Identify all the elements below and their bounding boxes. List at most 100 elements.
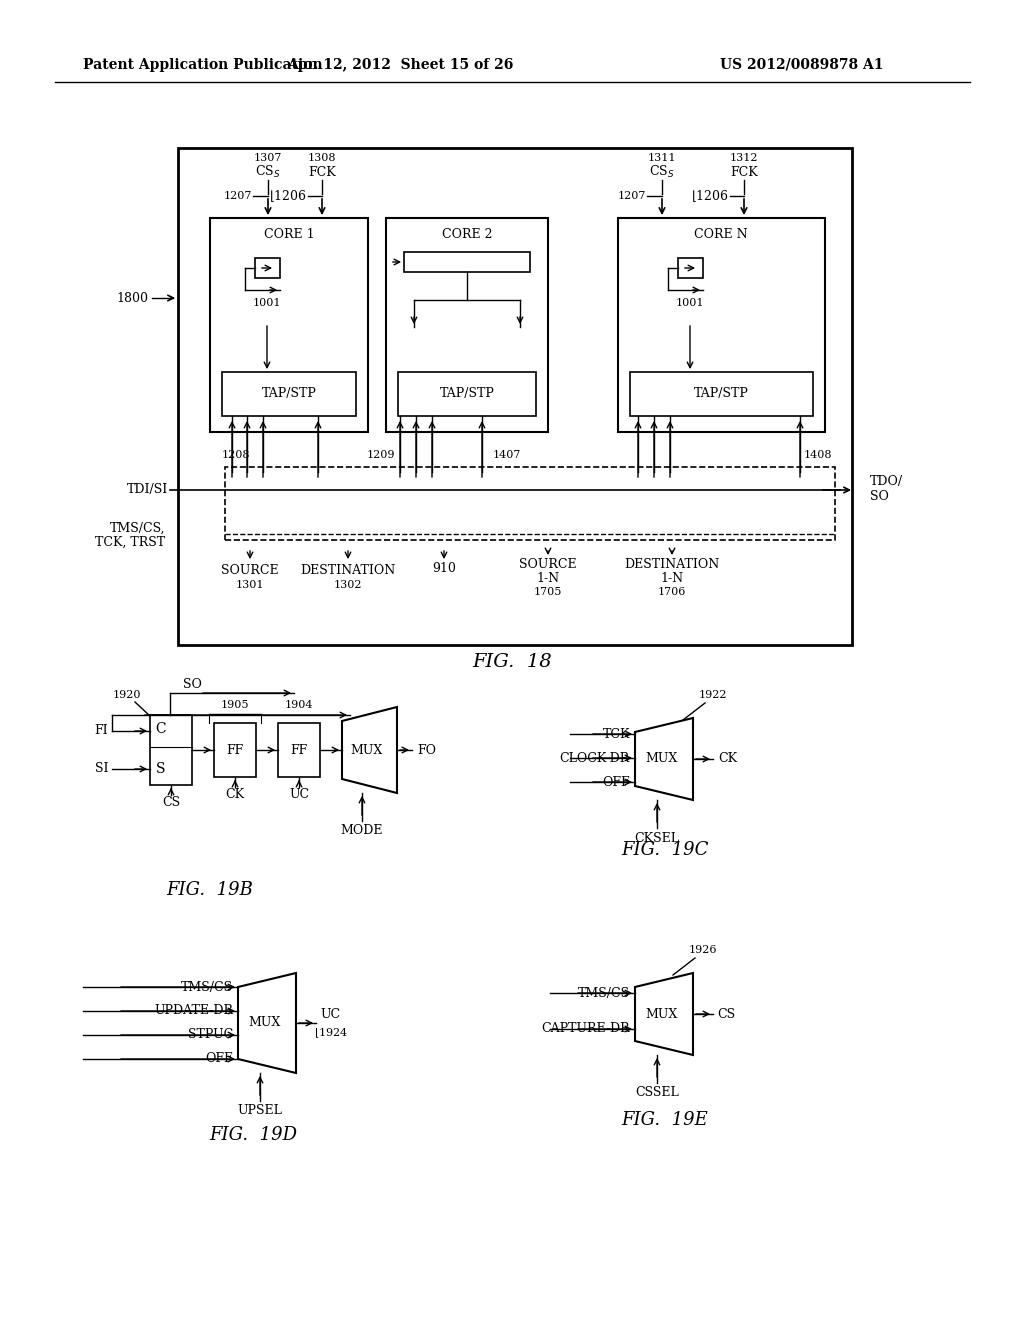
Text: 1705: 1705 (534, 587, 562, 597)
Bar (618, 218, 825, 432)
Text: 1905: 1905 (221, 700, 249, 710)
Text: FF: FF (226, 743, 244, 756)
Text: FCK: FCK (730, 165, 758, 178)
Text: FIG.  19C: FIG. 19C (622, 841, 709, 859)
Bar (398, 372, 536, 416)
Text: MUX: MUX (645, 752, 677, 766)
Text: SOURCE: SOURCE (221, 564, 279, 577)
Bar (255, 257, 280, 279)
Text: 1706: 1706 (657, 587, 686, 597)
Text: CKSEL: CKSEL (635, 832, 680, 845)
Text: CS: CS (717, 1007, 735, 1020)
Bar (278, 723, 319, 777)
Text: C: C (156, 722, 166, 737)
Bar (386, 218, 548, 432)
Text: CLOCK-DR: CLOCK-DR (560, 751, 630, 764)
Text: 1311: 1311 (648, 153, 676, 162)
Text: 1301: 1301 (236, 579, 264, 590)
Text: TMS/CS,: TMS/CS, (110, 521, 165, 535)
Text: 1-N: 1-N (660, 572, 684, 585)
Text: CS: CS (162, 796, 180, 809)
Text: TCK: TCK (602, 727, 630, 741)
Text: S: S (157, 762, 166, 776)
Bar (225, 467, 835, 540)
Text: CORE N: CORE N (694, 227, 748, 240)
Text: 1302: 1302 (334, 579, 362, 590)
Text: 1307: 1307 (254, 153, 283, 162)
Text: FIG.  18: FIG. 18 (472, 653, 552, 671)
Polygon shape (635, 973, 693, 1055)
Text: SI: SI (94, 763, 108, 776)
Text: 1209: 1209 (367, 450, 395, 459)
Text: OFF: OFF (602, 776, 630, 788)
Text: UPSEL: UPSEL (238, 1105, 283, 1118)
Text: DESTINATION: DESTINATION (625, 558, 720, 572)
Text: FIG.  19D: FIG. 19D (209, 1126, 297, 1144)
Text: $\lfloor$1206: $\lfloor$1206 (691, 187, 729, 203)
Text: 1800: 1800 (116, 292, 148, 305)
Text: MUX: MUX (350, 743, 382, 756)
Text: UC: UC (319, 1008, 340, 1022)
Text: 910: 910 (432, 561, 456, 574)
Text: TAP/STP: TAP/STP (261, 388, 316, 400)
Text: MODE: MODE (341, 825, 383, 837)
Text: Patent Application Publication: Patent Application Publication (83, 58, 323, 73)
Text: 1207: 1207 (223, 191, 252, 201)
Text: CS$_S$: CS$_S$ (255, 164, 281, 180)
Text: STPUC: STPUC (187, 1028, 233, 1041)
Text: TAP/STP: TAP/STP (439, 388, 495, 400)
Bar (210, 218, 368, 432)
Text: 1408: 1408 (804, 450, 833, 459)
Text: FF: FF (291, 743, 307, 756)
Text: CK: CK (225, 788, 245, 801)
Text: UPDATE-DR: UPDATE-DR (154, 1005, 233, 1018)
Text: TCK, TRST: TCK, TRST (95, 536, 165, 549)
Text: SO: SO (182, 678, 202, 692)
Text: 1312: 1312 (730, 153, 758, 162)
Text: TDO/: TDO/ (870, 475, 903, 488)
Bar (150, 715, 193, 785)
Text: FIG.  19B: FIG. 19B (167, 880, 253, 899)
Text: UC: UC (289, 788, 309, 801)
Bar (178, 148, 852, 645)
Bar (630, 372, 813, 416)
Text: 1208: 1208 (222, 450, 251, 459)
Text: 1920: 1920 (113, 690, 141, 700)
Text: CS$_S$: CS$_S$ (649, 164, 675, 180)
Text: 1001: 1001 (676, 298, 705, 308)
Text: FCK: FCK (308, 165, 336, 178)
Text: 1207: 1207 (617, 191, 646, 201)
Text: FO: FO (417, 743, 436, 756)
Bar (678, 257, 703, 279)
Text: 1-N: 1-N (537, 572, 559, 585)
Text: $\lfloor$1924: $\lfloor$1924 (314, 1026, 348, 1040)
Text: OFF: OFF (206, 1052, 233, 1065)
Text: US 2012/0089878 A1: US 2012/0089878 A1 (720, 58, 884, 73)
Text: 1922: 1922 (698, 690, 727, 700)
Text: FI: FI (94, 725, 108, 738)
Text: CORE 1: CORE 1 (264, 227, 314, 240)
Text: TMS/CS: TMS/CS (578, 986, 630, 999)
Text: TDI/SI: TDI/SI (127, 483, 168, 496)
Text: Apr. 12, 2012  Sheet 15 of 26: Apr. 12, 2012 Sheet 15 of 26 (287, 58, 513, 73)
Text: 1407: 1407 (493, 450, 521, 459)
Text: DESTINATION: DESTINATION (300, 564, 395, 577)
Text: 1308: 1308 (308, 153, 336, 162)
Polygon shape (342, 708, 397, 793)
Text: CAPTURE-DR: CAPTURE-DR (542, 1023, 630, 1035)
Text: TMS/CS: TMS/CS (181, 981, 233, 994)
Bar (222, 372, 356, 416)
Text: SOURCE: SOURCE (519, 558, 577, 572)
Polygon shape (238, 973, 296, 1073)
Text: CORE 2: CORE 2 (441, 227, 493, 240)
Bar (404, 252, 530, 272)
Text: SO: SO (870, 491, 889, 503)
Text: MUX: MUX (248, 1016, 281, 1030)
Text: 1926: 1926 (689, 945, 717, 954)
Text: 1904: 1904 (285, 700, 313, 710)
Text: 1001: 1001 (253, 298, 282, 308)
Text: CK: CK (718, 752, 737, 766)
Text: $\lfloor$1206: $\lfloor$1206 (269, 187, 307, 203)
Text: TAP/STP: TAP/STP (693, 388, 749, 400)
Text: FIG.  19E: FIG. 19E (622, 1111, 709, 1129)
